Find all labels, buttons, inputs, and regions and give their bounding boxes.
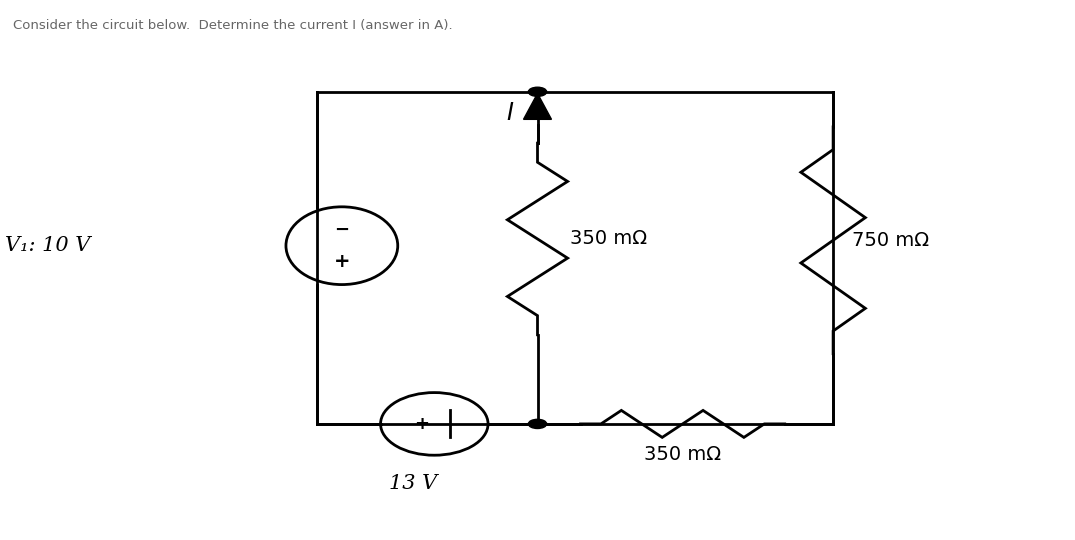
Text: 350 mΩ: 350 mΩ [644,446,721,464]
Circle shape [529,419,547,429]
Text: $I$: $I$ [505,103,514,125]
Circle shape [529,87,547,96]
Text: 750 mΩ: 750 mΩ [852,231,930,250]
Text: V₁: 10 V: V₁: 10 V [5,236,90,255]
Text: 350 mΩ: 350 mΩ [570,230,647,248]
Text: +: + [414,415,429,433]
Text: +: + [333,252,350,272]
Text: Consider the circuit below.  Determine the current I (answer in A).: Consider the circuit below. Determine th… [13,19,453,32]
Text: 13 V: 13 V [389,474,436,493]
Polygon shape [524,93,551,119]
Text: −: − [334,220,349,239]
